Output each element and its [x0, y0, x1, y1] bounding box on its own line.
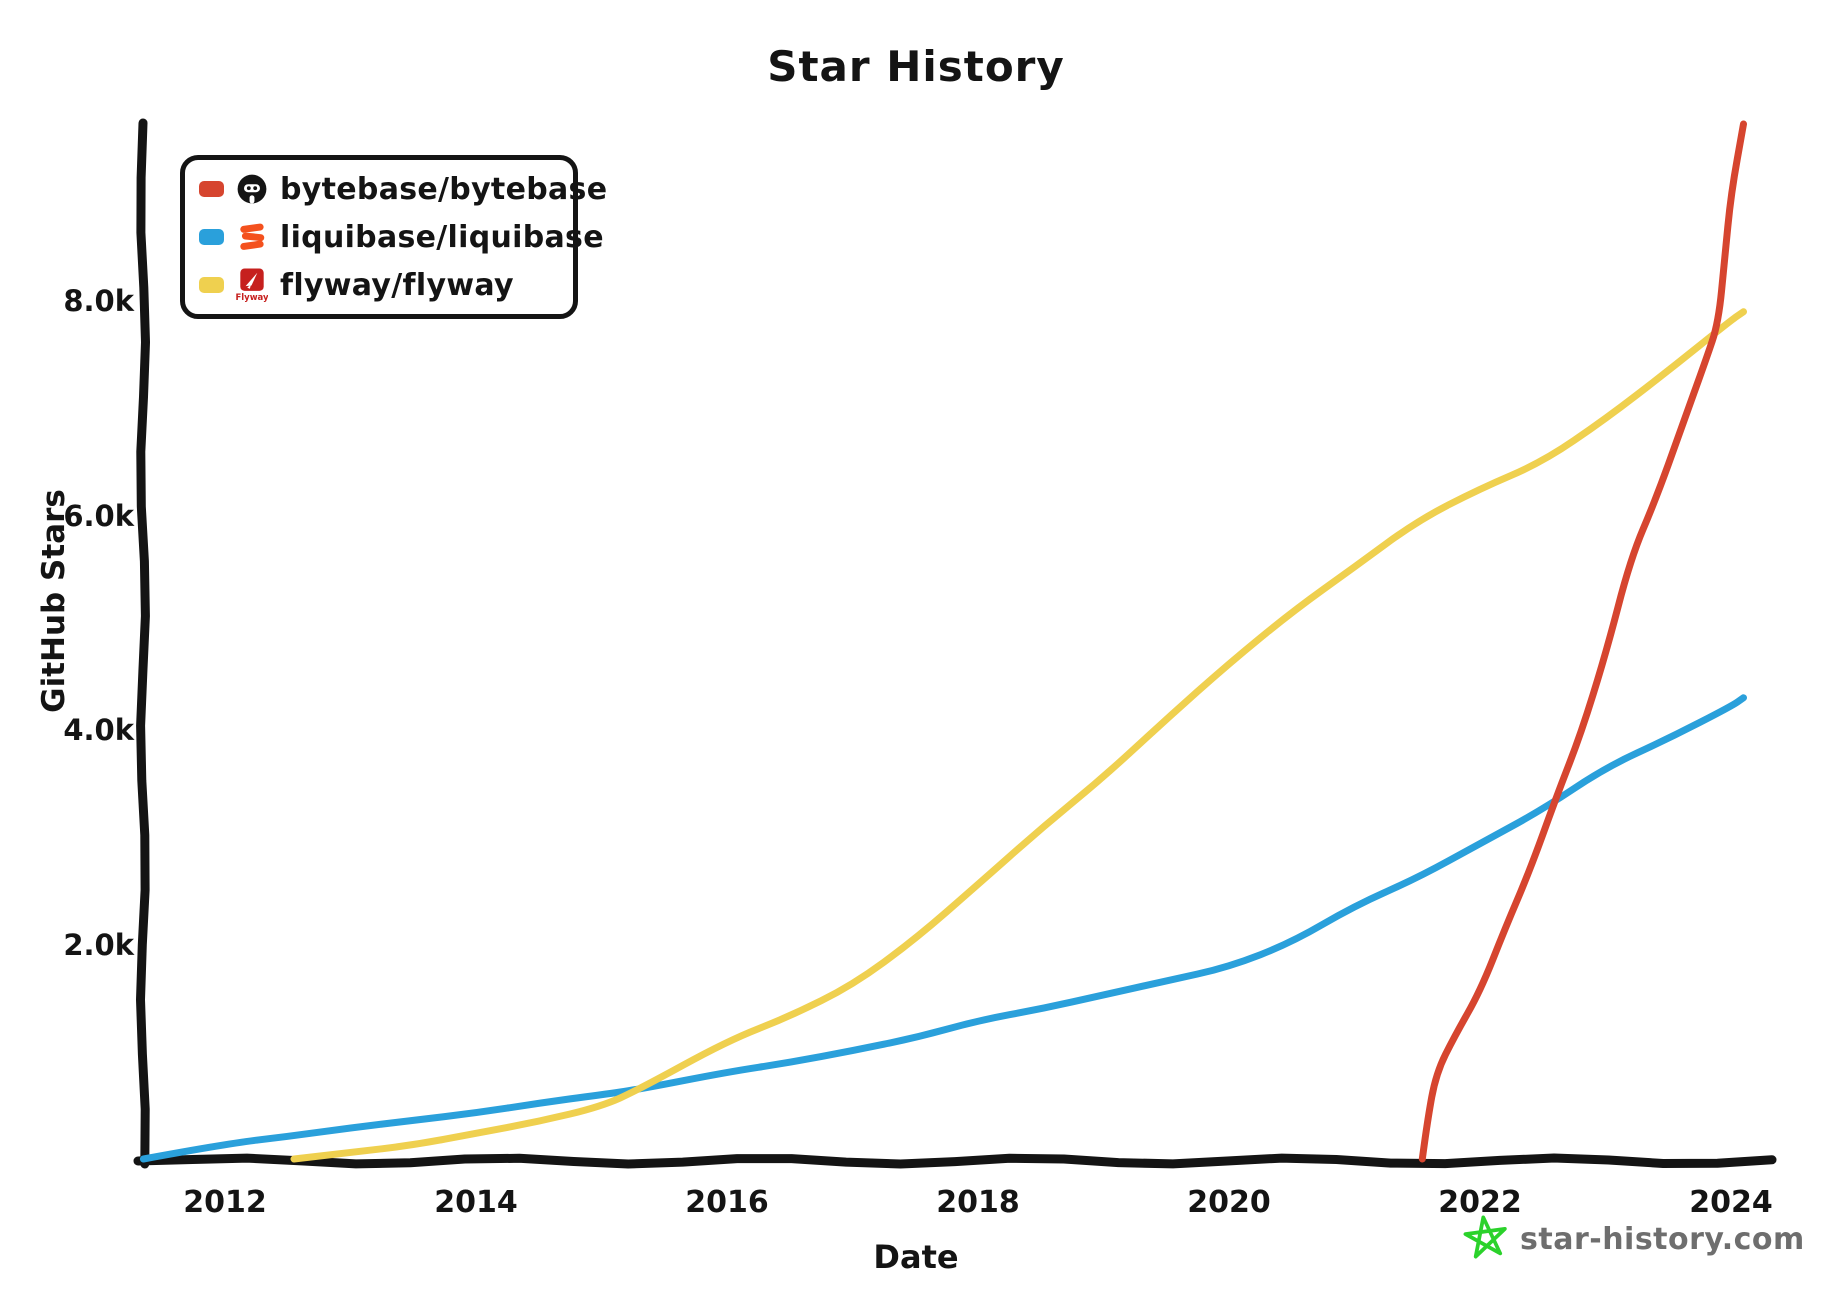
flyway-logo-icon: Flyway [236, 268, 268, 302]
legend-label-flyway: flyway/flyway [280, 267, 514, 303]
x-tick-label-2020: 2020 [1187, 1185, 1271, 1220]
flyway-color-swatch [199, 277, 224, 293]
x-tick-label-2012: 2012 [183, 1185, 267, 1220]
series-line-flyway [290, 308, 1747, 1163]
legend-label-bytebase: bytebase/bytebase [280, 171, 608, 207]
x-tick-label-2014: 2014 [434, 1185, 518, 1220]
x-tick-label-2024: 2024 [1689, 1185, 1773, 1220]
y-tick-label-2.0k: 2.0k [63, 927, 134, 962]
watermark-link[interactable]: star-history.com [1462, 1214, 1805, 1264]
legend-label-liquibase: liquibase/liquibase [280, 219, 604, 255]
chart-title: Star History [767, 42, 1065, 91]
star-icon [1462, 1214, 1510, 1264]
bytebase-logo-icon [236, 172, 268, 206]
legend-item-flyway: Flyway flyway/flyway [199, 262, 567, 308]
watermark-text: star-history.com [1520, 1221, 1805, 1257]
legend-item-bytebase: bytebase/bytebase [199, 166, 607, 212]
bytebase-color-swatch [199, 181, 224, 197]
liquibase-logo-icon [236, 220, 268, 254]
series-line-liquibase [139, 694, 1747, 1163]
x-axis-title: Date [873, 1238, 959, 1276]
liquibase-color-swatch [199, 229, 224, 245]
x-tick-label-2018: 2018 [936, 1185, 1020, 1220]
x-axis-line [133, 1153, 1777, 1169]
legend-box: bytebase/bytebase liquibase/liquibase [180, 155, 607, 319]
y-tick-label-4.0k: 4.0k [63, 713, 134, 747]
legend-item-liquibase: liquibase/liquibase [199, 214, 604, 260]
flyway-caption-text: Flyway [236, 293, 268, 302]
x-tick-label-2016: 2016 [685, 1185, 769, 1220]
series-line-bytebase [1418, 120, 1747, 1163]
x-tick-label-2022: 2022 [1438, 1185, 1522, 1220]
y-tick-label-8.0k: 8.0k [63, 284, 134, 318]
y-axis-line [136, 118, 150, 1169]
y-tick-label-6.0k: 6.0k [63, 498, 134, 533]
